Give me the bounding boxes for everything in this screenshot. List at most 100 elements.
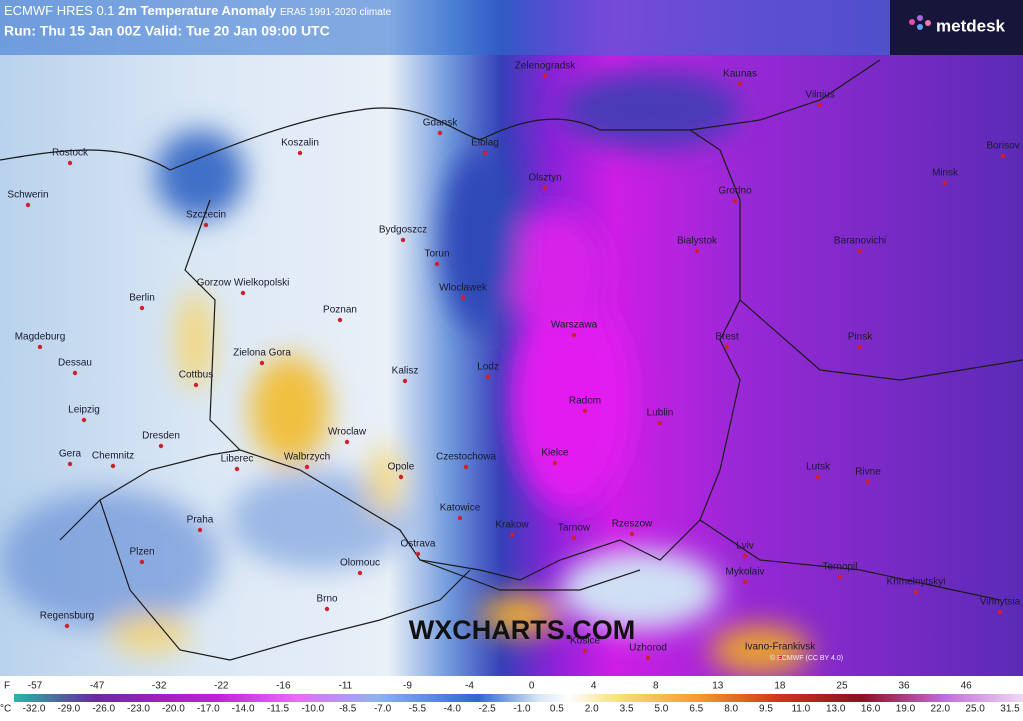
c-tick-label: -7.0: [374, 704, 392, 715]
c-tick-label: -1.0: [513, 704, 531, 715]
city-label: Praha: [187, 515, 214, 526]
city-dot: [482, 150, 488, 156]
city-label: Poznan: [323, 305, 357, 316]
city-dot: [582, 408, 588, 414]
city-dot: [402, 378, 408, 384]
city-dot: [742, 579, 748, 585]
city-dot: [357, 570, 363, 576]
f-tick-label: 8: [653, 681, 659, 692]
city-dot: [240, 290, 246, 296]
f-tick-label: -57: [28, 681, 43, 692]
c-tick-label: 6.5: [689, 704, 703, 715]
colorbar: [14, 694, 1023, 702]
legend-ticks: -57 -47 -32 -22 -16 -11 -9 -4 0 4 8 13 18 25 36 46 -32.0…: [23, 681, 1021, 715]
c-tick-label: -32.0: [23, 704, 46, 715]
city-dot: [815, 474, 821, 480]
city-label: Dresden: [142, 431, 180, 442]
c-tick-label: 22.0: [931, 704, 951, 715]
city-label: Gdansk: [423, 118, 458, 129]
city-label: Zielona Gora: [233, 348, 291, 359]
city-dot: [913, 589, 919, 595]
f-tick-label: 25: [836, 681, 848, 692]
logo-text: metdesk: [936, 16, 1006, 35]
city-dot: [25, 202, 31, 208]
city-label: Chemnitz: [92, 451, 134, 462]
c-unit: °C: [0, 704, 11, 715]
f-tick-label: 4: [591, 681, 597, 692]
city-dot: [259, 360, 265, 366]
city-label: Rivne: [855, 467, 881, 478]
city-dot: [324, 606, 330, 612]
city-dot: [571, 535, 577, 541]
f-tick-label: -22: [214, 681, 229, 692]
f-tick-label: -4: [465, 681, 474, 692]
city-dot: [485, 374, 491, 380]
city-label: Pinsk: [848, 332, 873, 343]
city-label: Ternopil: [822, 562, 857, 573]
city-label: Liberec: [221, 454, 254, 465]
f-tick-label: -9: [403, 681, 412, 692]
city-dot: [337, 317, 343, 323]
city-label: Kielce: [541, 448, 569, 459]
city-dot: [542, 73, 548, 79]
city-label: Wroclaw: [328, 427, 367, 438]
f-tick-label: 18: [774, 681, 786, 692]
city-label: Rzeszow: [612, 519, 653, 530]
city-layer: Zelenogradsk Kaunas Vilnius Rostock Koszalin…: [7, 61, 1021, 661]
city-dot: [304, 464, 310, 470]
city-dot: [72, 370, 78, 376]
city-dot: [400, 237, 406, 243]
city-dot: [552, 460, 558, 466]
city-dot: [629, 531, 635, 537]
city-label: Wloclawek: [439, 283, 488, 294]
title-note: ERA5 1991-2020 climate: [280, 7, 392, 18]
city-dot: [463, 464, 469, 470]
city-label: Torun: [424, 249, 449, 260]
city-label: Zelenogradsk: [515, 61, 577, 72]
c-tick-label: 0.5: [550, 704, 564, 715]
city-dot: [398, 474, 404, 480]
city-label: Baranovichi: [834, 236, 886, 247]
c-tick-label: -14.0: [232, 704, 255, 715]
city-label: Mykolaiv: [726, 567, 765, 578]
f-tick-label: 0: [529, 681, 535, 692]
city-dot: [197, 527, 203, 533]
city-dot: [777, 654, 783, 660]
c-tick-label: -29.0: [57, 704, 80, 715]
city-dot: [542, 185, 548, 191]
city-label: Grodno: [718, 186, 752, 197]
city-label: Walbrzych: [284, 452, 330, 463]
c-tick-label: 8.0: [724, 704, 738, 715]
c-tick-label: 31.5: [1000, 704, 1020, 715]
logo-icon: [909, 15, 931, 30]
city-label: Elblag: [471, 138, 499, 149]
city-dot: [732, 198, 738, 204]
city-label: Borisov: [986, 141, 1019, 152]
city-dot: [139, 559, 145, 565]
city-label: Dessau: [58, 358, 92, 369]
c-tick-label: 25.0: [965, 704, 985, 715]
city-dot: [193, 382, 199, 388]
city-dot: [110, 463, 116, 469]
city-label: Kosice: [570, 636, 600, 647]
city-label: Olsztyn: [528, 173, 561, 184]
c-tick-label: -10.0: [301, 704, 324, 715]
city-dot: [139, 305, 145, 311]
city-label: Gera: [59, 449, 82, 460]
city-dot: [1000, 153, 1006, 159]
city-label: Plzen: [129, 547, 154, 558]
city-dot: [645, 655, 651, 661]
city-dot: [67, 160, 73, 166]
city-dot: [64, 623, 70, 629]
city-label: Minsk: [932, 168, 959, 179]
c-tick-label: 9.5: [759, 704, 773, 715]
city-label: Kaunas: [723, 69, 757, 80]
f-tick-label: 46: [961, 681, 973, 692]
city-label: Brno: [316, 594, 338, 605]
city-label: Vinnytsia: [980, 597, 1021, 608]
city-label: Szczecin: [186, 210, 226, 221]
city-dot: [737, 81, 743, 87]
city-dot: [415, 551, 421, 557]
city-dot: [857, 344, 863, 350]
city-label: Uzhorod: [629, 643, 667, 654]
